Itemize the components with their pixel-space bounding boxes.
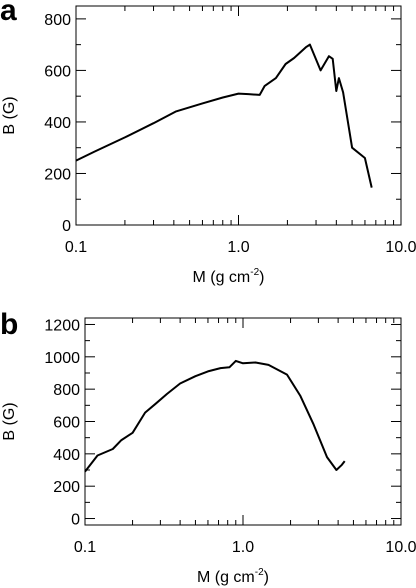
y-axis-label: B (G)	[1, 402, 18, 440]
y-tick-label: 600	[44, 63, 71, 80]
y-tick-label: 400	[53, 447, 80, 464]
x-tick-label: 10.0	[385, 539, 416, 556]
x-tick-label: 0.1	[65, 239, 87, 256]
panel-label: a	[0, 0, 17, 27]
y-tick-label: 1200	[44, 317, 80, 334]
panel-label: b	[0, 308, 18, 341]
series-line	[84, 359, 346, 473]
series-line	[75, 43, 373, 188]
y-tick-label: 0	[71, 512, 80, 529]
x-axis-label: M (g cm-2)	[192, 267, 264, 286]
y-tick-label: 200	[44, 166, 71, 183]
y-tick-label: 200	[53, 479, 80, 496]
panel-a: a 0.1 1.0 10.0 0 200 400 600 800 M (g cm-2) B (G)	[0, 0, 416, 286]
y-axis-label: B (G)	[1, 96, 18, 134]
x-axis-label: M (g cm-2)	[197, 567, 269, 586]
y-tick-label: 0	[62, 218, 71, 235]
x-tick-label: 1.0	[232, 539, 254, 556]
x-tick-label: 1.0	[227, 239, 249, 256]
plot-frame	[75, 5, 402, 226]
y-tick-label: 400	[44, 115, 71, 132]
y-tick-label: 600	[53, 415, 80, 432]
panel-b: b 0.1 1.0 10.0 0 200 400 600 800 1000 1200 M (g cm-…	[0, 308, 416, 586]
y-tick-label: 800	[53, 382, 80, 399]
x-tick-label: 10.0	[385, 239, 416, 256]
y-tick-label: 800	[44, 12, 71, 29]
y-tick-label: 1000	[44, 350, 80, 367]
plot-frame	[84, 317, 402, 526]
x-tick-label: 0.1	[74, 539, 96, 556]
